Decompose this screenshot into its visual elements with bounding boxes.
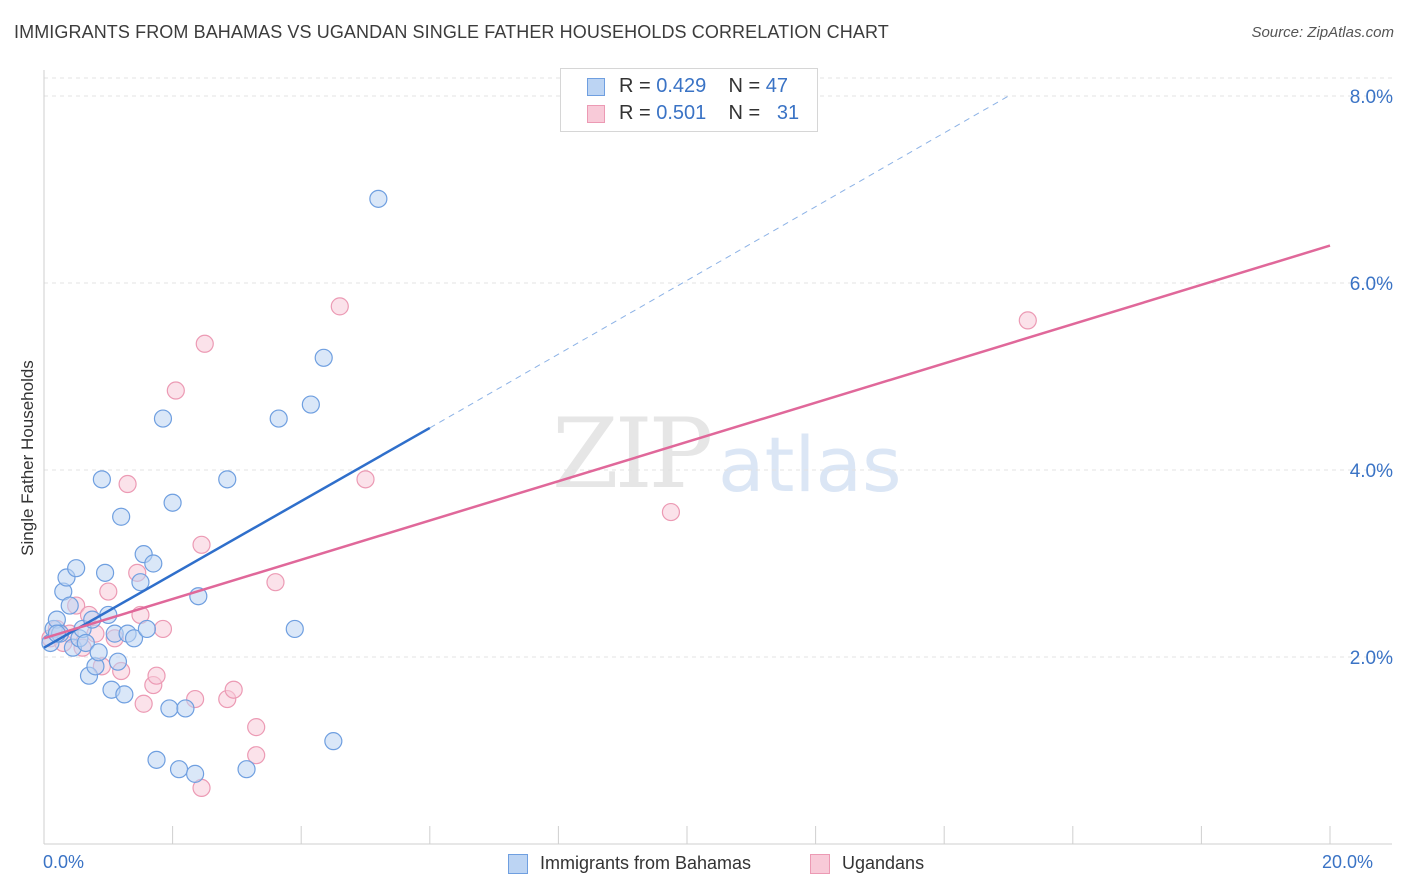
trend-line-bahamas-extension <box>429 95 1009 429</box>
data-point-ugandans <box>118 474 137 494</box>
data-point-ugandans <box>356 470 375 489</box>
data-point-ugandans <box>99 582 118 601</box>
legend-swatch-ugandans <box>587 105 605 123</box>
source-credit: Source: ZipAtlas.com <box>1251 24 1394 41</box>
data-point-bahamas <box>369 189 388 208</box>
data-point-bahamas <box>115 685 134 704</box>
data-point-ugandans <box>247 718 266 737</box>
chart-title: IMMIGRANTS FROM BAHAMAS VS UGANDAN SINGL… <box>14 22 889 42</box>
data-point-ugandans <box>166 381 185 400</box>
watermark-atlas: atlas <box>718 420 902 509</box>
y-tick-label: 8.0% <box>1350 87 1393 108</box>
data-point-bahamas <box>108 652 128 671</box>
data-point-ugandans <box>330 297 349 316</box>
data-point-bahamas <box>67 559 86 578</box>
data-point-bahamas <box>95 563 115 582</box>
legend-swatch-bahamas <box>587 78 605 96</box>
data-point-bahamas <box>324 732 343 751</box>
data-point-bahamas <box>314 348 333 367</box>
data-point-bahamas <box>301 395 320 414</box>
legend-n-value: 47 <box>765 75 789 97</box>
data-point-bahamas <box>131 573 150 592</box>
correlation-legend: R = 0.429 N = 47 R = 0.501 N = 31 <box>560 68 818 132</box>
data-point-bahamas <box>144 554 163 573</box>
data-point-bahamas <box>160 699 179 718</box>
data-point-bahamas <box>186 764 205 783</box>
data-point-bahamas <box>112 507 131 526</box>
legend-r-value: 0.501 <box>656 102 707 124</box>
data-point-bahamas <box>89 643 108 662</box>
data-point-ugandans <box>266 573 285 592</box>
data-point-ugandans <box>661 502 681 522</box>
x-tick-label-min: 0.0% <box>43 852 85 872</box>
data-point-bahamas <box>153 409 173 428</box>
data-point-bahamas <box>92 470 111 489</box>
bottom-legend-swatch-ugandans <box>810 854 830 874</box>
bottom-legend-label-ugandans: Ugandans <box>842 853 925 873</box>
data-point-ugandans <box>153 619 173 639</box>
data-point-bahamas <box>269 409 288 428</box>
data-point-ugandans <box>247 746 266 765</box>
data-point-bahamas <box>176 699 195 718</box>
data-point-ugandans <box>192 535 211 554</box>
bottom-legend-swatch-bahamas <box>508 854 528 874</box>
data-point-bahamas <box>137 619 156 639</box>
legend-r-value: 0.429 <box>656 75 707 97</box>
data-point-bahamas <box>237 760 256 779</box>
trend-line-ugandans <box>43 244 1331 640</box>
data-point-bahamas <box>60 596 79 615</box>
data-point-ugandans <box>134 694 153 713</box>
bottom-legend-label-bahamas: Immigrants from Bahamas <box>540 853 752 873</box>
data-point-bahamas <box>218 470 237 489</box>
watermark-zip: ZIP <box>552 398 713 510</box>
data-point-bahamas <box>147 750 166 769</box>
data-point-bahamas <box>169 760 189 779</box>
data-point-ugandans <box>1018 311 1037 330</box>
data-point-ugandans <box>195 334 214 353</box>
data-point-ugandans <box>224 680 243 699</box>
y-tick-label: 6.0% <box>1350 274 1393 295</box>
data-point-ugandans <box>147 666 166 685</box>
y-tick-label: 2.0% <box>1350 648 1393 669</box>
data-point-bahamas <box>285 619 304 639</box>
x-tick-label-max: 20.0% <box>1322 852 1374 872</box>
legend-text-ugandans: R = 0.501 N = 31 <box>619 102 800 124</box>
data-point-bahamas <box>124 629 144 648</box>
data-point-bahamas <box>76 633 95 653</box>
legend-text-bahamas: R = 0.429 N = 47 <box>619 75 789 97</box>
y-tick-label: 4.0% <box>1350 461 1393 482</box>
legend-n-value: 31 <box>776 102 800 124</box>
trend-line-bahamas <box>43 426 431 649</box>
data-point-bahamas <box>163 493 182 512</box>
